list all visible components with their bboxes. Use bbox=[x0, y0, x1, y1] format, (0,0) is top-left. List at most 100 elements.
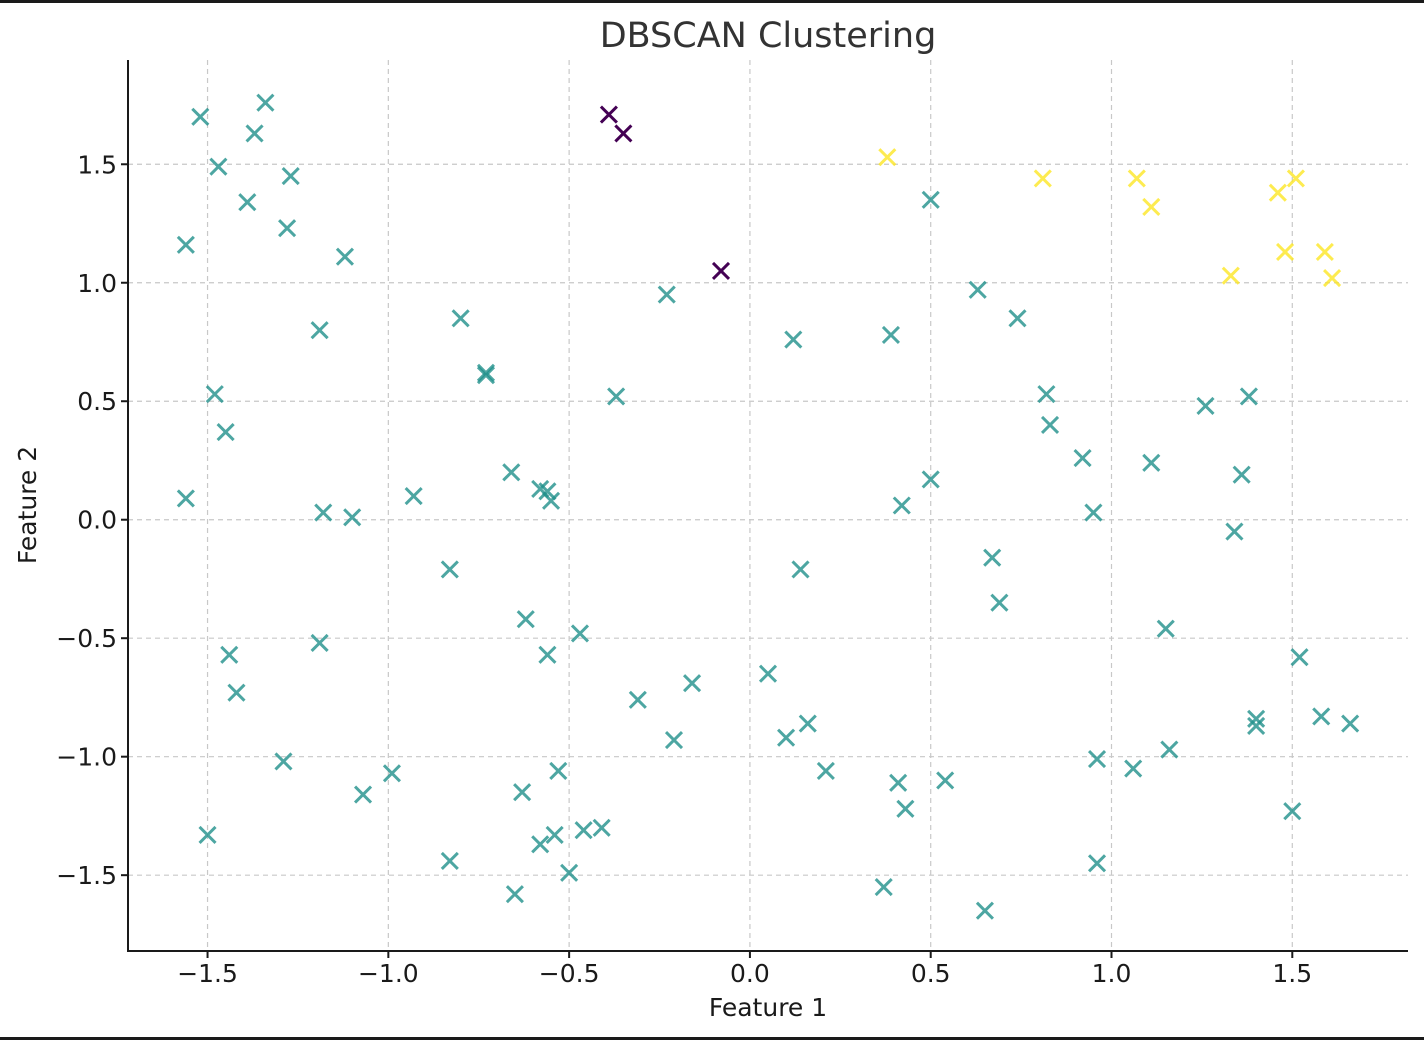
data-point-cluster-0 bbox=[1232, 465, 1251, 484]
data-point-cluster-0 bbox=[892, 496, 911, 515]
data-point-cluster-0 bbox=[538, 645, 557, 664]
data-point-noise bbox=[711, 261, 731, 280]
data-point-cluster-0 bbox=[1247, 716, 1266, 735]
x-tick-label: −0.5 bbox=[539, 959, 600, 988]
data-point-cluster-0 bbox=[560, 863, 579, 882]
data-point-cluster-1 bbox=[1142, 197, 1161, 216]
data-point-cluster-1 bbox=[1127, 169, 1146, 188]
data-point-cluster-0 bbox=[505, 885, 524, 904]
data-point-cluster-0 bbox=[314, 503, 333, 522]
data-point-cluster-0 bbox=[1124, 759, 1143, 778]
data-point-cluster-0 bbox=[1225, 522, 1244, 541]
data-point-cluster-0 bbox=[274, 752, 293, 771]
data-point-cluster-0 bbox=[245, 124, 264, 143]
y-tick-label: 0.5 bbox=[77, 387, 117, 416]
data-point-cluster-0 bbox=[1008, 309, 1027, 328]
y-tick-label: 1.5 bbox=[77, 150, 117, 179]
data-point-cluster-0 bbox=[968, 280, 987, 299]
data-point-cluster-0 bbox=[513, 783, 532, 802]
data-point-cluster-0 bbox=[921, 470, 940, 489]
data-point-cluster-0 bbox=[1196, 396, 1215, 416]
bottom-border bbox=[0, 1037, 1424, 1040]
data-point-cluster-0 bbox=[1087, 854, 1107, 873]
data-point-cluster-0 bbox=[538, 482, 557, 501]
data-point-cluster-0 bbox=[343, 508, 362, 527]
data-point-cluster-0 bbox=[1084, 503, 1103, 522]
data-point-cluster-0 bbox=[896, 799, 915, 818]
y-tick-label: −1.0 bbox=[56, 743, 117, 772]
data-point-cluster-0 bbox=[353, 785, 373, 804]
x-tick-label: 0.5 bbox=[911, 959, 951, 988]
x-tick-label: 1.0 bbox=[1092, 959, 1132, 988]
data-point-cluster-0 bbox=[1290, 648, 1309, 667]
data-point-noise bbox=[614, 124, 633, 143]
data-point-cluster-1 bbox=[1315, 242, 1334, 262]
y-axis-label: Feature 2 bbox=[13, 446, 42, 564]
data-point-cluster-0 bbox=[983, 548, 1002, 567]
data-point-cluster-0 bbox=[1341, 714, 1360, 733]
data-point-cluster-0 bbox=[451, 309, 470, 328]
x-tick-label: 0.0 bbox=[730, 959, 770, 988]
y-tick-label: −1.5 bbox=[56, 861, 117, 890]
data-point-cluster-0 bbox=[1087, 749, 1107, 769]
data-point-cluster-0 bbox=[220, 645, 239, 664]
y-tick-label: 1.0 bbox=[77, 269, 117, 298]
data-point-cluster-0 bbox=[758, 664, 778, 683]
data-point-cluster-0 bbox=[1156, 619, 1175, 638]
data-point-cluster-0 bbox=[816, 761, 835, 780]
data-point-cluster-0 bbox=[476, 363, 496, 382]
data-point-cluster-0 bbox=[531, 835, 550, 854]
data-point-cluster-1 bbox=[1268, 183, 1287, 202]
data-point-cluster-0 bbox=[881, 325, 900, 344]
data-point-cluster-0 bbox=[198, 825, 217, 844]
data-point-cluster-0 bbox=[256, 93, 275, 112]
x-tick-label: −1.5 bbox=[177, 959, 238, 988]
data-point-cluster-0 bbox=[281, 167, 300, 186]
data-point-cluster-0 bbox=[874, 877, 893, 897]
data-point-cluster-0 bbox=[664, 731, 684, 750]
data-point-cluster-0 bbox=[791, 560, 810, 579]
data-point-cluster-0 bbox=[1283, 802, 1302, 821]
data-point-cluster-0 bbox=[176, 235, 195, 254]
data-point-cluster-0 bbox=[278, 219, 297, 238]
ticks: −1.5 −1.0 −0.5 0.0 0.5 1.0 1.5 −1.5 −1.0 −0.5 0.0 0… bbox=[56, 150, 1312, 988]
data-point-cluster-0 bbox=[205, 385, 224, 404]
data-point-cluster-0 bbox=[592, 818, 611, 837]
data-point-cluster-0 bbox=[1142, 453, 1161, 472]
data-point-cluster-0 bbox=[570, 624, 590, 643]
data-point-cluster-0 bbox=[1073, 449, 1092, 468]
data-point-cluster-0 bbox=[1040, 415, 1060, 434]
data-point-cluster-0 bbox=[628, 690, 647, 709]
data-point-cluster-0 bbox=[440, 851, 459, 871]
data-point-cluster-0 bbox=[502, 463, 521, 482]
data-point-cluster-0 bbox=[889, 773, 908, 792]
top-border bbox=[0, 0, 1424, 3]
data-point-cluster-0 bbox=[607, 387, 626, 406]
data-point-cluster-0 bbox=[209, 157, 228, 176]
data-point-cluster-0 bbox=[921, 190, 940, 209]
data-point-cluster-1 bbox=[1323, 268, 1342, 288]
data-point-cluster-0 bbox=[335, 247, 355, 266]
axes bbox=[127, 60, 1408, 952]
data-point-cluster-0 bbox=[1160, 740, 1179, 759]
data-point-cluster-0 bbox=[683, 674, 702, 693]
data-point-cluster-0 bbox=[310, 321, 329, 340]
data-points bbox=[176, 93, 1360, 920]
data-point-cluster-0 bbox=[574, 821, 593, 840]
data-point-cluster-1 bbox=[878, 148, 897, 167]
data-point-cluster-1 bbox=[1276, 242, 1295, 262]
data-point-cluster-0 bbox=[784, 330, 803, 349]
chart-title: DBSCAN Clustering bbox=[600, 16, 937, 56]
data-point-cluster-1 bbox=[1286, 169, 1305, 188]
data-point-cluster-0 bbox=[440, 560, 459, 579]
data-point-cluster-0 bbox=[238, 193, 257, 212]
data-point-cluster-0 bbox=[777, 728, 796, 747]
x-axis-label: Feature 1 bbox=[709, 993, 827, 1022]
y-tick-label: 0.0 bbox=[77, 506, 117, 535]
data-point-cluster-0 bbox=[798, 714, 817, 733]
data-point-cluster-0 bbox=[990, 593, 1009, 612]
data-point-cluster-0 bbox=[1239, 387, 1258, 406]
data-point-cluster-0 bbox=[191, 107, 210, 126]
data-point-cluster-0 bbox=[476, 366, 496, 385]
